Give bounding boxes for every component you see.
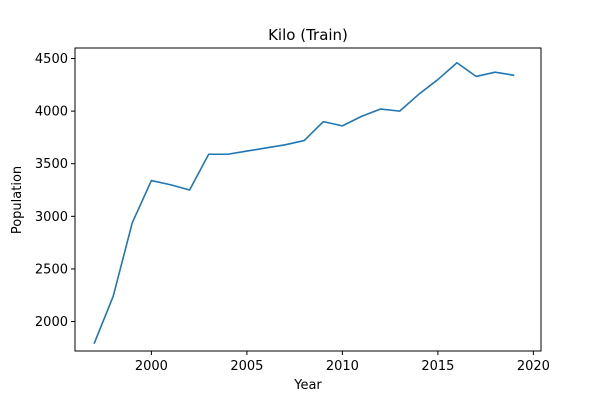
y-tick-label: 3500 <box>35 157 68 172</box>
series-line <box>93 61 515 344</box>
y-tick-label: 3000 <box>35 210 68 225</box>
y-tick-label: 2000 <box>35 315 68 330</box>
plot-area-frame <box>74 47 542 352</box>
x-axis-ticks: 2000 2005 2010 2015 2020 <box>135 351 550 374</box>
y-tick-label: 4500 <box>35 52 68 67</box>
y-tick-label: 2500 <box>35 262 68 277</box>
x-tick-label: 2010 <box>326 359 359 374</box>
x-tick-label: 2005 <box>230 359 263 374</box>
x-tick-label: 2015 <box>421 359 454 374</box>
y-axis-ticks: 2000 2500 3000 3500 4000 4500 <box>35 52 75 330</box>
x-tick-label: 2020 <box>517 359 550 374</box>
chart-title: Kilo (Train) <box>268 26 348 44</box>
x-axis-label: Year <box>293 378 322 393</box>
y-tick-label: 4000 <box>35 105 68 120</box>
x-tick-label: 2000 <box>135 359 168 374</box>
y-axis-label: Population <box>10 166 25 234</box>
